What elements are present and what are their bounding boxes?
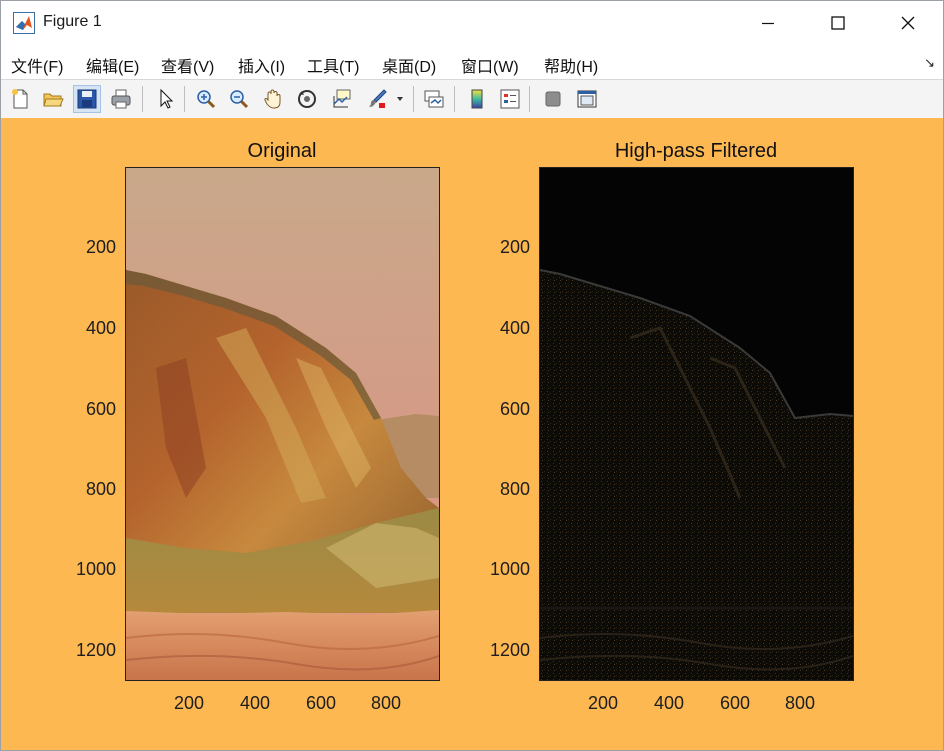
print-button[interactable] <box>107 85 135 113</box>
zoom-out-icon <box>230 90 249 109</box>
xtick-label: 800 <box>784 693 816 713</box>
xtick-label: 800 <box>370 693 402 713</box>
menu-help[interactable]: 帮助(H) <box>544 59 599 76</box>
axes-title-highpass: High-pass Filtered <box>614 140 778 162</box>
open-file-icon <box>43 93 64 107</box>
ytick-label: 1200 <box>489 640 530 660</box>
hide-plot-tools-icon <box>545 91 561 107</box>
pan-button[interactable] <box>259 85 287 113</box>
zoom-out-button[interactable] <box>225 85 253 113</box>
xtick-label: 400 <box>653 693 685 713</box>
zoom-in-button[interactable] <box>192 85 220 113</box>
xtick-label: 400 <box>239 693 271 713</box>
ytick-label: 1000 <box>75 559 116 579</box>
xtick-label: 200 <box>587 693 619 713</box>
legend-button[interactable] <box>496 85 524 113</box>
ytick-label: 200 <box>499 237 530 257</box>
colorbar-button[interactable] <box>463 85 491 113</box>
link-plot-icon <box>424 90 444 108</box>
ytick-label: 400 <box>499 318 530 338</box>
close-icon <box>901 16 915 30</box>
title-bar: Figure 1 <box>1 1 943 45</box>
data-cursor-icon <box>333 89 351 108</box>
rotate-3d-icon <box>298 90 316 108</box>
hide-plot-tools-button[interactable] <box>539 85 567 113</box>
xtick-label: 600 <box>719 693 751 713</box>
edit-plot-button[interactable] <box>151 85 179 113</box>
image-original[interactable] <box>125 167 440 681</box>
show-plot-tools-icon <box>577 90 597 108</box>
brush-icon <box>369 89 387 108</box>
menu-insert[interactable]: 插入(I) <box>238 59 286 76</box>
menu-tools[interactable]: 工具(T) <box>307 59 360 76</box>
pan-hand-icon <box>264 89 281 109</box>
toolbar <box>1 79 943 119</box>
undock-arrow-icon[interactable]: ↘ <box>924 55 935 70</box>
menu-edit[interactable]: 编辑(E) <box>86 59 140 76</box>
menu-bar: 文件(F) 编辑(E) 查看(V) 插入(I) 工具(T) 桌面(D) 窗口(W… <box>1 45 943 79</box>
xtick-label: 200 <box>173 693 205 713</box>
maximize-button[interactable] <box>803 1 873 45</box>
ytick-label: 800 <box>85 479 116 499</box>
minimize-button[interactable] <box>733 1 803 45</box>
data-cursor-button[interactable] <box>327 85 355 113</box>
ytick-label: 200 <box>85 237 116 257</box>
legend-icon <box>500 89 520 109</box>
new-figure-icon <box>12 89 28 109</box>
menu-desktop[interactable]: 桌面(D) <box>382 59 437 76</box>
zoom-in-icon <box>197 90 216 109</box>
rotate-3d-button[interactable] <box>293 85 321 113</box>
save-icon <box>77 89 97 109</box>
ytick-label: 600 <box>499 399 530 419</box>
chevron-down-icon <box>397 97 403 101</box>
new-figure-button[interactable] <box>6 85 34 113</box>
figure-canvas: Original <box>1 118 943 750</box>
maximize-icon <box>831 16 845 30</box>
menu-window[interactable]: 窗口(W) <box>461 59 519 76</box>
minimize-icon <box>762 22 774 25</box>
colorbar-icon <box>471 89 483 109</box>
brush-button[interactable] <box>363 85 391 113</box>
window-title: Figure 1 <box>43 13 102 30</box>
close-button[interactable] <box>873 1 943 45</box>
ytick-label: 400 <box>85 318 116 338</box>
ytick-label: 1000 <box>489 559 530 579</box>
axes-title-original: Original <box>247 140 317 162</box>
menu-view[interactable]: 查看(V) <box>161 59 215 76</box>
save-button[interactable] <box>73 85 101 113</box>
print-icon <box>111 89 131 109</box>
show-plot-tools-button[interactable] <box>573 85 601 113</box>
matlab-logo-icon <box>13 12 35 34</box>
ytick-label: 600 <box>85 399 116 419</box>
xtick-label: 600 <box>305 693 337 713</box>
open-file-button[interactable] <box>39 85 67 113</box>
menu-file[interactable]: 文件(F) <box>11 59 64 76</box>
edit-plot-arrow-icon <box>160 88 174 109</box>
ytick-label: 800 <box>499 479 530 499</box>
link-plot-button[interactable] <box>420 85 448 113</box>
ytick-label: 1200 <box>75 640 116 660</box>
brush-dropdown-button[interactable] <box>393 85 407 113</box>
image-highpass[interactable] <box>539 167 854 681</box>
